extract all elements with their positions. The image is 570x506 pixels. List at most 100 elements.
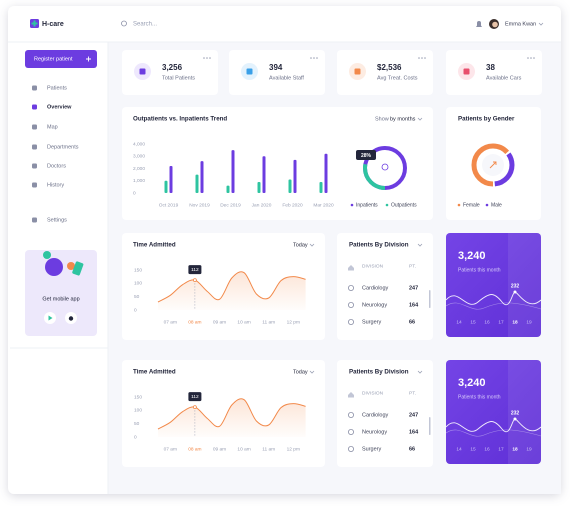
bar xyxy=(324,153,328,193)
monthly-label: Patients this month xyxy=(458,394,501,400)
plus-icon xyxy=(86,56,91,62)
y-tick-label: 0 xyxy=(133,190,136,196)
nav-icon xyxy=(32,124,37,130)
y-tick-label: 150 xyxy=(134,394,142,400)
selected-column xyxy=(508,360,541,464)
stat-value: 38 xyxy=(486,63,495,72)
gender-title: Patients by Gender xyxy=(458,116,515,123)
more-icon[interactable] xyxy=(418,57,420,59)
trend-filter[interactable]: by months xyxy=(390,116,416,122)
division-name: Neurology xyxy=(362,429,387,435)
stat-card xyxy=(446,50,542,95)
sparkline-shadow xyxy=(445,302,542,310)
more-icon[interactable] xyxy=(209,57,211,59)
x-tick-label: 08 am xyxy=(188,446,201,452)
y-tick-label: 100 xyxy=(134,408,142,414)
nav-icon xyxy=(32,182,37,188)
division-icon xyxy=(347,411,354,418)
stat-card xyxy=(122,50,218,95)
trend-filter-label: Show xyxy=(375,116,389,122)
share-badge xyxy=(356,150,376,160)
x-tick-label: 12 pm xyxy=(287,446,300,452)
monthly-value: 3,240 xyxy=(458,377,486,389)
chevron-icon xyxy=(417,117,423,121)
x-tick-label: 09 am xyxy=(213,446,226,452)
y-tick-label: 0 xyxy=(134,434,137,440)
trend-card xyxy=(122,107,433,220)
more-icon[interactable] xyxy=(313,57,315,59)
more-icon[interactable] xyxy=(527,57,529,59)
division-value: 164 xyxy=(409,302,419,308)
legend-dot xyxy=(457,203,461,207)
division-icon xyxy=(347,318,354,325)
y-tick-label: 50 xyxy=(134,294,140,300)
bar xyxy=(226,185,230,193)
chevron-icon xyxy=(309,243,315,247)
day-label: 16 xyxy=(484,319,490,325)
more-icon[interactable] xyxy=(421,57,423,59)
more-icon[interactable] xyxy=(424,57,426,59)
bar xyxy=(200,161,204,193)
nav-item[interactable]: Departments xyxy=(47,144,79,150)
admitted-filter[interactable]: Today xyxy=(293,242,308,248)
stat-icon-glyph xyxy=(354,68,361,75)
register-button[interactable] xyxy=(25,50,97,68)
monthly-card xyxy=(446,360,541,464)
division-name: Surgery xyxy=(362,319,382,325)
x-tick-label: Jan 2020 xyxy=(252,202,272,208)
more-icon[interactable] xyxy=(530,57,532,59)
brand: H-care xyxy=(42,21,64,28)
division-name: Neurology xyxy=(362,302,387,308)
bar xyxy=(169,166,173,193)
monthly-card xyxy=(446,233,541,337)
division-value: 66 xyxy=(409,446,415,452)
bell-icon[interactable] xyxy=(476,21,482,27)
more-icon[interactable] xyxy=(310,57,312,59)
y-tick-label: 4,000 xyxy=(133,141,145,147)
admitted-card xyxy=(122,233,325,340)
more-icon[interactable] xyxy=(316,57,318,59)
bar xyxy=(293,159,297,193)
sparkline xyxy=(445,291,542,306)
home-icon xyxy=(348,392,354,398)
division-icon xyxy=(347,445,354,452)
stat-card xyxy=(337,50,433,95)
division-card xyxy=(337,233,433,340)
more-icon[interactable] xyxy=(533,57,535,59)
user-name[interactable]: Emma Kwan xyxy=(505,21,536,27)
bar xyxy=(231,150,235,193)
nav-item[interactable]: Overview xyxy=(47,104,72,110)
day-label: 19 xyxy=(526,319,532,325)
trend-title: Outpatients vs. Inpatients Trend xyxy=(133,116,227,123)
sparkline xyxy=(445,418,542,433)
admitted-filter[interactable]: Today xyxy=(293,369,308,375)
more-icon[interactable] xyxy=(203,57,205,59)
chevron-icon xyxy=(417,243,423,247)
division-icon xyxy=(347,428,354,435)
x-tick-label: 11 am xyxy=(262,446,275,452)
search-input[interactable]: Search... xyxy=(133,22,157,28)
admitted-title: Time Admitted xyxy=(133,369,176,376)
x-tick-label: 10 am xyxy=(237,446,250,452)
x-tick-label: 07 am xyxy=(164,446,177,452)
nav-item[interactable]: History xyxy=(47,182,64,188)
scrollbar xyxy=(429,417,431,435)
nav-item[interactable]: Doctors xyxy=(47,163,66,169)
day-label: 18 xyxy=(512,446,518,452)
day-label: 17 xyxy=(498,446,504,452)
tooltip-label: 112 xyxy=(191,394,199,400)
stat-icon-glyph xyxy=(246,68,253,75)
y-tick-label: 50 xyxy=(134,421,140,427)
nav-item[interactable]: Patients xyxy=(47,85,67,91)
legend-label: Outpatients xyxy=(391,202,417,208)
more-icon[interactable] xyxy=(206,57,208,59)
stat-value: $2,536 xyxy=(377,63,402,72)
nav-item[interactable]: Settings xyxy=(47,217,67,223)
nav-item[interactable]: Map xyxy=(47,124,58,130)
y-tick-label: 2,000 xyxy=(133,166,145,172)
division-value: 164 xyxy=(409,429,419,435)
stat-value: 394 xyxy=(269,63,283,72)
bar xyxy=(257,181,261,193)
division-title: Patients By Division xyxy=(349,369,409,376)
x-tick-label: Dec 2019 xyxy=(220,202,241,208)
